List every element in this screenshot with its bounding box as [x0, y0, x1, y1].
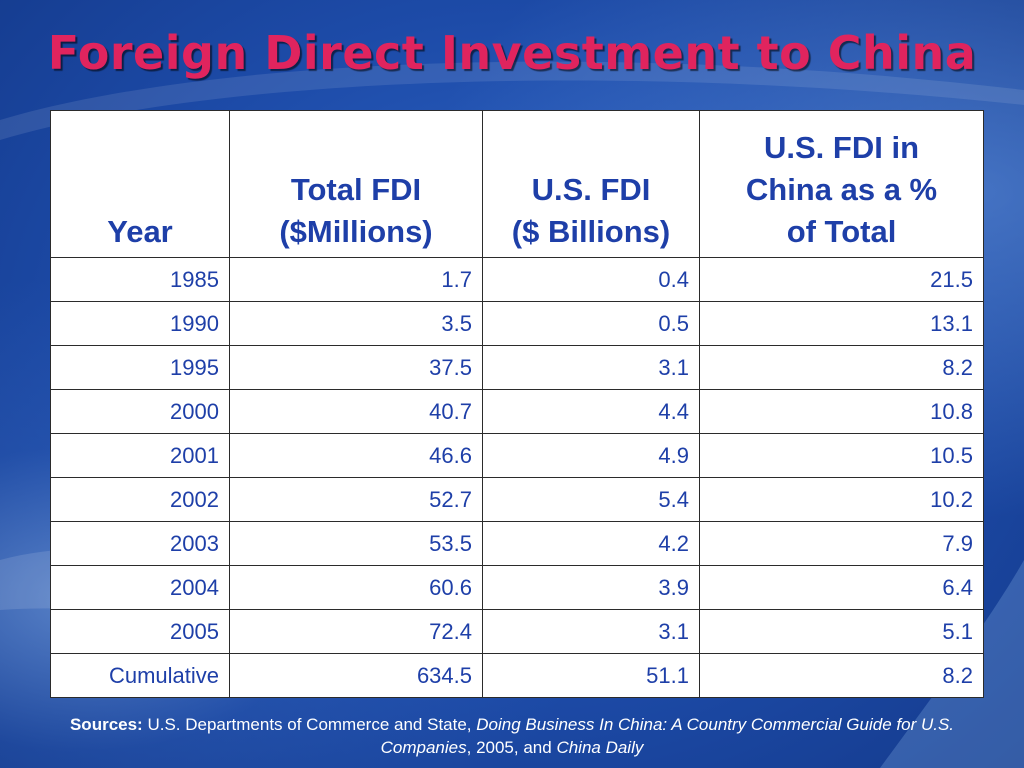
fdi-table: Year Total FDI ($Millions) U.S. FDI ($ B… — [50, 110, 984, 698]
table-row: 2004 60.6 3.9 6.4 — [50, 565, 984, 610]
cell-total-fdi: 634.5 — [229, 653, 483, 698]
header-total-fdi: Total FDI ($Millions) — [229, 110, 483, 258]
cell-us-fdi-percent: 10.8 — [699, 389, 984, 434]
table-row: 2003 53.5 4.2 7.9 — [50, 521, 984, 566]
cell-us-fdi: 5.4 — [482, 477, 700, 522]
sources-text-2: , 2005, and — [466, 738, 557, 757]
cell-total-fdi: 53.5 — [229, 521, 483, 566]
cell-us-fdi-percent: 13.1 — [699, 301, 984, 346]
cell-total-fdi: 72.4 — [229, 609, 483, 654]
cell-us-fdi-percent: 10.5 — [699, 433, 984, 478]
cell-year: 1995 — [50, 345, 230, 390]
table-header-row: Year Total FDI ($Millions) U.S. FDI ($ B… — [50, 110, 984, 258]
cell-total-fdi: 46.6 — [229, 433, 483, 478]
cell-us-fdi: 3.1 — [482, 609, 700, 654]
cell-total-fdi: 37.5 — [229, 345, 483, 390]
cell-total-fdi: 40.7 — [229, 389, 483, 434]
cell-year: 2000 — [50, 389, 230, 434]
table-row: 2001 46.6 4.9 10.5 — [50, 433, 984, 478]
table-row: 2000 40.7 4.4 10.8 — [50, 389, 984, 434]
header-us-fdi-percent: U.S. FDI in China as a % of Total — [699, 110, 984, 258]
sources-text-1: U.S. Departments of Commerce and State, — [142, 715, 477, 734]
cell-us-fdi-percent: 10.2 — [699, 477, 984, 522]
cell-us-fdi: 0.5 — [482, 301, 700, 346]
table-row: 1990 3.5 0.5 13.1 — [50, 301, 984, 346]
cell-us-fdi: 4.4 — [482, 389, 700, 434]
cell-us-fdi: 3.1 — [482, 345, 700, 390]
cell-us-fdi-percent: 8.2 — [699, 345, 984, 390]
cell-us-fdi-percent: 5.1 — [699, 609, 984, 654]
cell-year: 1990 — [50, 301, 230, 346]
sources-publication-title: Doing Business In China: A Country Comme… — [380, 715, 955, 757]
slide-title: Foreign Direct Investment to China — [47, 26, 977, 80]
cell-year: Cumulative — [50, 653, 230, 698]
cell-year: 2001 — [50, 433, 230, 478]
cell-total-fdi: 3.5 — [229, 301, 483, 346]
cell-year: 2005 — [50, 609, 230, 654]
cell-us-fdi: 4.2 — [482, 521, 700, 566]
cell-us-fdi-percent: 6.4 — [699, 565, 984, 610]
table-row: 2002 52.7 5.4 10.2 — [50, 477, 984, 522]
sources-note: Sources: U.S. Departments of Commerce an… — [60, 713, 964, 759]
cell-year: 2002 — [50, 477, 230, 522]
cell-us-fdi-percent: 8.2 — [699, 653, 984, 698]
cell-year: 1985 — [50, 257, 230, 302]
cell-total-fdi: 52.7 — [229, 477, 483, 522]
cell-us-fdi: 51.1 — [482, 653, 700, 698]
cell-us-fdi: 4.9 — [482, 433, 700, 478]
table-row: 1985 1.7 0.4 21.5 — [50, 257, 984, 302]
table-row-cumulative: Cumulative 634.5 51.1 8.2 — [50, 653, 984, 698]
cell-total-fdi: 60.6 — [229, 565, 483, 610]
cell-year: 2003 — [50, 521, 230, 566]
table-row: 1995 37.5 3.1 8.2 — [50, 345, 984, 390]
cell-year: 2004 — [50, 565, 230, 610]
cell-total-fdi: 1.7 — [229, 257, 483, 302]
cell-us-fdi: 3.9 — [482, 565, 700, 610]
cell-us-fdi-percent: 7.9 — [699, 521, 984, 566]
cell-us-fdi-percent: 21.5 — [699, 257, 984, 302]
table-row: 2005 72.4 3.1 5.1 — [50, 609, 984, 654]
sources-newspaper: China Daily — [556, 738, 644, 757]
header-us-fdi: U.S. FDI ($ Billions) — [482, 110, 700, 258]
sources-label: Sources: — [69, 715, 143, 734]
cell-us-fdi: 0.4 — [482, 257, 700, 302]
header-year: Year — [50, 110, 230, 258]
